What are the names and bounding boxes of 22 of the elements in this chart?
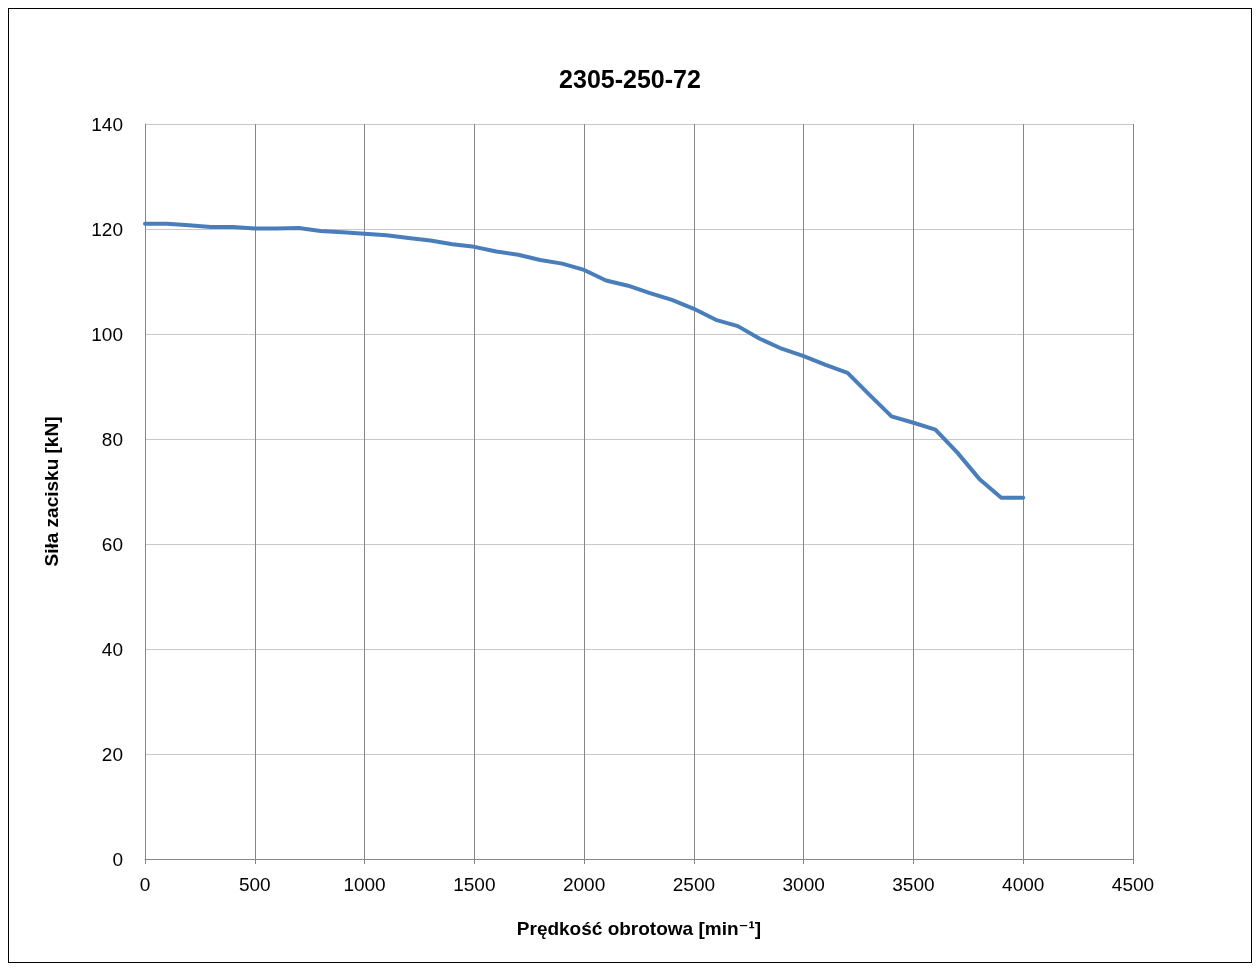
y-tick-label: 100 bbox=[91, 323, 123, 345]
x-tick-label: 500 bbox=[238, 874, 271, 895]
y-tick-label: 80 bbox=[101, 428, 123, 450]
x-tick-label: 2500 bbox=[672, 874, 716, 895]
x-tick-label: 2000 bbox=[562, 874, 606, 895]
y-tick-label: 60 bbox=[101, 533, 123, 555]
x-tick-label: 4500 bbox=[1111, 874, 1155, 895]
y-axis-title: Siła zacisku [kN] bbox=[41, 416, 62, 567]
y-tick-label: 40 bbox=[101, 638, 123, 660]
chart-title: 2305-250-72 bbox=[559, 64, 701, 93]
x-tick-label: 1000 bbox=[343, 874, 386, 895]
y-tick-label: 120 bbox=[91, 218, 123, 240]
line-series bbox=[143, 221, 1026, 500]
x-axis-title: Prędkość obrotowa [min⁻¹] bbox=[516, 918, 762, 939]
y-tick-label: 0 bbox=[112, 848, 123, 870]
y-tick-label: 140 bbox=[91, 113, 123, 135]
x-tick-label: 0 bbox=[139, 874, 151, 895]
x-tick-label: 1500 bbox=[453, 874, 496, 895]
y-tick-label: 20 bbox=[101, 743, 123, 765]
x-tick-label: 4000 bbox=[1002, 874, 1045, 895]
x-tick-label: 3000 bbox=[782, 874, 825, 895]
x-tick-label: 3500 bbox=[892, 874, 935, 895]
